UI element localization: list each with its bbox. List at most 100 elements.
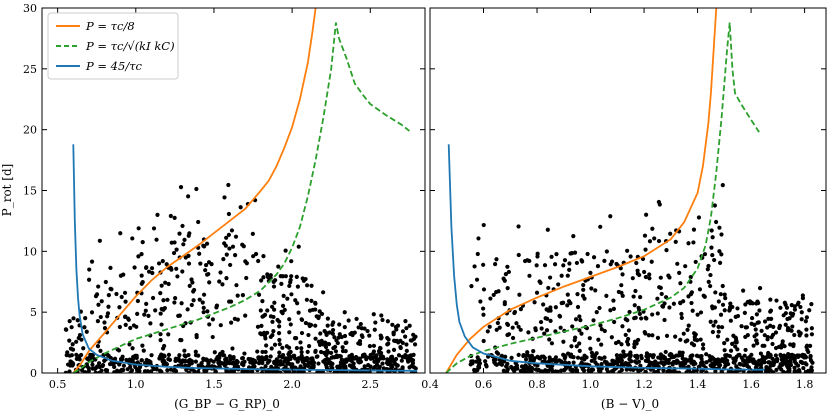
scatter-point: [481, 287, 487, 292]
scatter-point: [527, 258, 532, 264]
scatter-point: [303, 363, 309, 368]
scatter-point: [233, 234, 239, 239]
scatter-point: [577, 341, 582, 346]
scatter-point: [160, 356, 165, 361]
scatter-point: [234, 283, 239, 288]
scatter-point: [590, 367, 596, 372]
scatter-point: [280, 345, 285, 350]
scatter-point: [256, 361, 262, 366]
scatter-point: [159, 283, 164, 288]
scatter-point: [504, 369, 510, 373]
scatter-point: [610, 358, 615, 363]
scatter-point: [259, 323, 264, 328]
scatter-point: [157, 356, 162, 361]
scatter-point: [481, 312, 486, 317]
scatter-point: [194, 335, 199, 340]
scatter-point: [545, 370, 551, 373]
scatter-point: [553, 305, 558, 310]
scatter-point: [744, 358, 750, 363]
scatter-point: [634, 260, 639, 266]
scatter-point: [255, 324, 261, 329]
scatter-point: [638, 363, 643, 368]
scatter-point: [715, 357, 720, 362]
scatter-point: [722, 341, 727, 346]
scatter-point: [263, 349, 268, 355]
scatter-point: [175, 274, 180, 279]
scatter-point: [139, 251, 144, 257]
scatter-point: [691, 227, 697, 232]
scatter-point: [196, 353, 201, 358]
scatter-point: [191, 298, 196, 303]
scatter-point: [177, 231, 182, 236]
scatter-point: [130, 236, 135, 241]
scatter-point: [577, 348, 582, 353]
scatter-point: [186, 194, 191, 199]
scatter-point: [255, 349, 260, 354]
scatter-point: [235, 293, 240, 298]
scatter-point: [276, 331, 282, 336]
scatter-point: [140, 343, 145, 348]
scatter-point: [751, 343, 756, 348]
y-tick-label: 5: [30, 306, 37, 319]
scatter-point: [295, 301, 300, 306]
scatter-point: [196, 369, 201, 373]
scatter-point: [597, 355, 602, 361]
scatter-point: [284, 344, 289, 349]
scatter-point: [619, 283, 624, 288]
scatter-point: [174, 266, 179, 271]
scatter-point: [714, 219, 719, 225]
scatter-point: [807, 368, 813, 373]
scatter-point: [691, 240, 696, 245]
scatter-point: [494, 257, 499, 262]
scatter-point: [83, 315, 88, 321]
scatter-point: [475, 355, 480, 360]
scatter-point: [294, 274, 299, 280]
scatter-point: [177, 358, 182, 363]
scatter-point: [804, 343, 810, 348]
scatter-point: [726, 361, 731, 367]
scatter-point: [771, 361, 777, 366]
scatter-point: [70, 363, 75, 368]
scatter-point: [720, 182, 725, 188]
scatter-point: [491, 292, 496, 298]
scatter-point: [693, 361, 698, 366]
scatter-point: [323, 344, 329, 350]
scatter-point: [357, 341, 363, 346]
y-tick-label: 0: [30, 367, 37, 380]
scatter-point: [755, 370, 760, 373]
scatter-point: [660, 360, 665, 365]
scatter-point: [201, 356, 206, 361]
scatter-point: [210, 317, 215, 322]
x-axis-label-left: (G_BP − G_RP)_0: [174, 397, 280, 411]
scatter-point: [283, 248, 288, 253]
scatter-point: [396, 353, 402, 358]
scatter-point: [79, 368, 85, 373]
scatter-point: [328, 361, 333, 366]
scatter-point: [568, 352, 574, 357]
scatter-point: [200, 300, 205, 305]
scatter-point: [119, 294, 124, 300]
scatter-point: [292, 336, 298, 341]
scatter-point: [690, 353, 695, 358]
scatter-point: [761, 357, 766, 362]
scatter-point: [685, 358, 690, 363]
scatter-point: [546, 285, 551, 291]
scatter-point: [299, 349, 304, 355]
scatter-point: [809, 302, 814, 307]
scatter-point: [735, 306, 740, 311]
scatter-point: [516, 252, 521, 258]
scatter-point: [737, 352, 742, 357]
scatter-point: [504, 364, 509, 369]
scatter-point: [689, 300, 694, 306]
scatter-point: [244, 261, 249, 266]
scatter-point: [795, 369, 800, 373]
x-tick-label: 1.6: [742, 378, 760, 391]
scatter-point: [271, 284, 277, 289]
scatter-point: [234, 358, 239, 364]
scatter-point: [722, 292, 727, 297]
scatter-point: [739, 324, 744, 329]
scatter-point: [647, 363, 652, 368]
scatter-point: [261, 253, 266, 259]
panel-left: 0.5 1.0 1.5 2.0 2.5 0 5 10 15 20 25 30: [23, 2, 426, 391]
scatter-point: [665, 369, 670, 373]
